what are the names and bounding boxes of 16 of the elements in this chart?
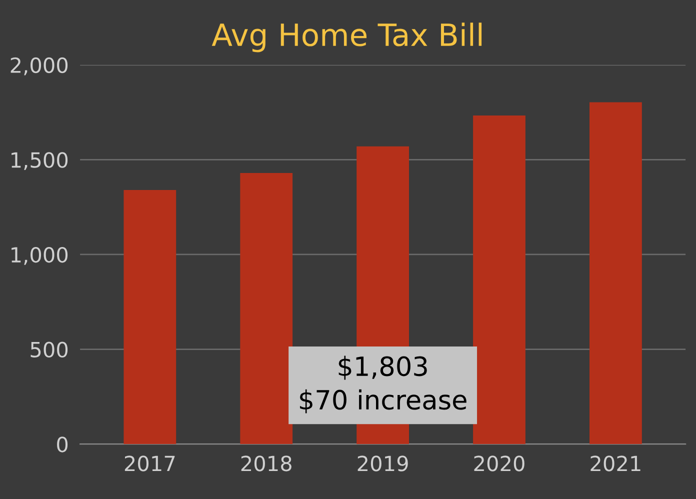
bar xyxy=(473,116,526,444)
y-tick-label: 1,000 xyxy=(12,246,68,265)
y-tick-label: 1,500 xyxy=(12,152,68,170)
y-tick-label: 0 xyxy=(57,436,68,452)
x-tick-label: 2020 xyxy=(474,456,524,472)
x-tick-label: 2017 xyxy=(124,456,175,472)
bar xyxy=(240,172,293,444)
bar xyxy=(124,190,176,444)
bar xyxy=(589,102,642,444)
y-tick-label: 500 xyxy=(30,342,68,358)
chart-title: Avg Home Tax Bill xyxy=(212,22,482,52)
annotation: $1,803 $70 increase xyxy=(300,356,466,414)
y-tick-label: 2,000 xyxy=(10,57,68,76)
x-tick-label: 2018 xyxy=(241,456,292,472)
x-tick-label: 2021 xyxy=(590,456,640,472)
x-tick-label: 2019 xyxy=(358,456,408,472)
